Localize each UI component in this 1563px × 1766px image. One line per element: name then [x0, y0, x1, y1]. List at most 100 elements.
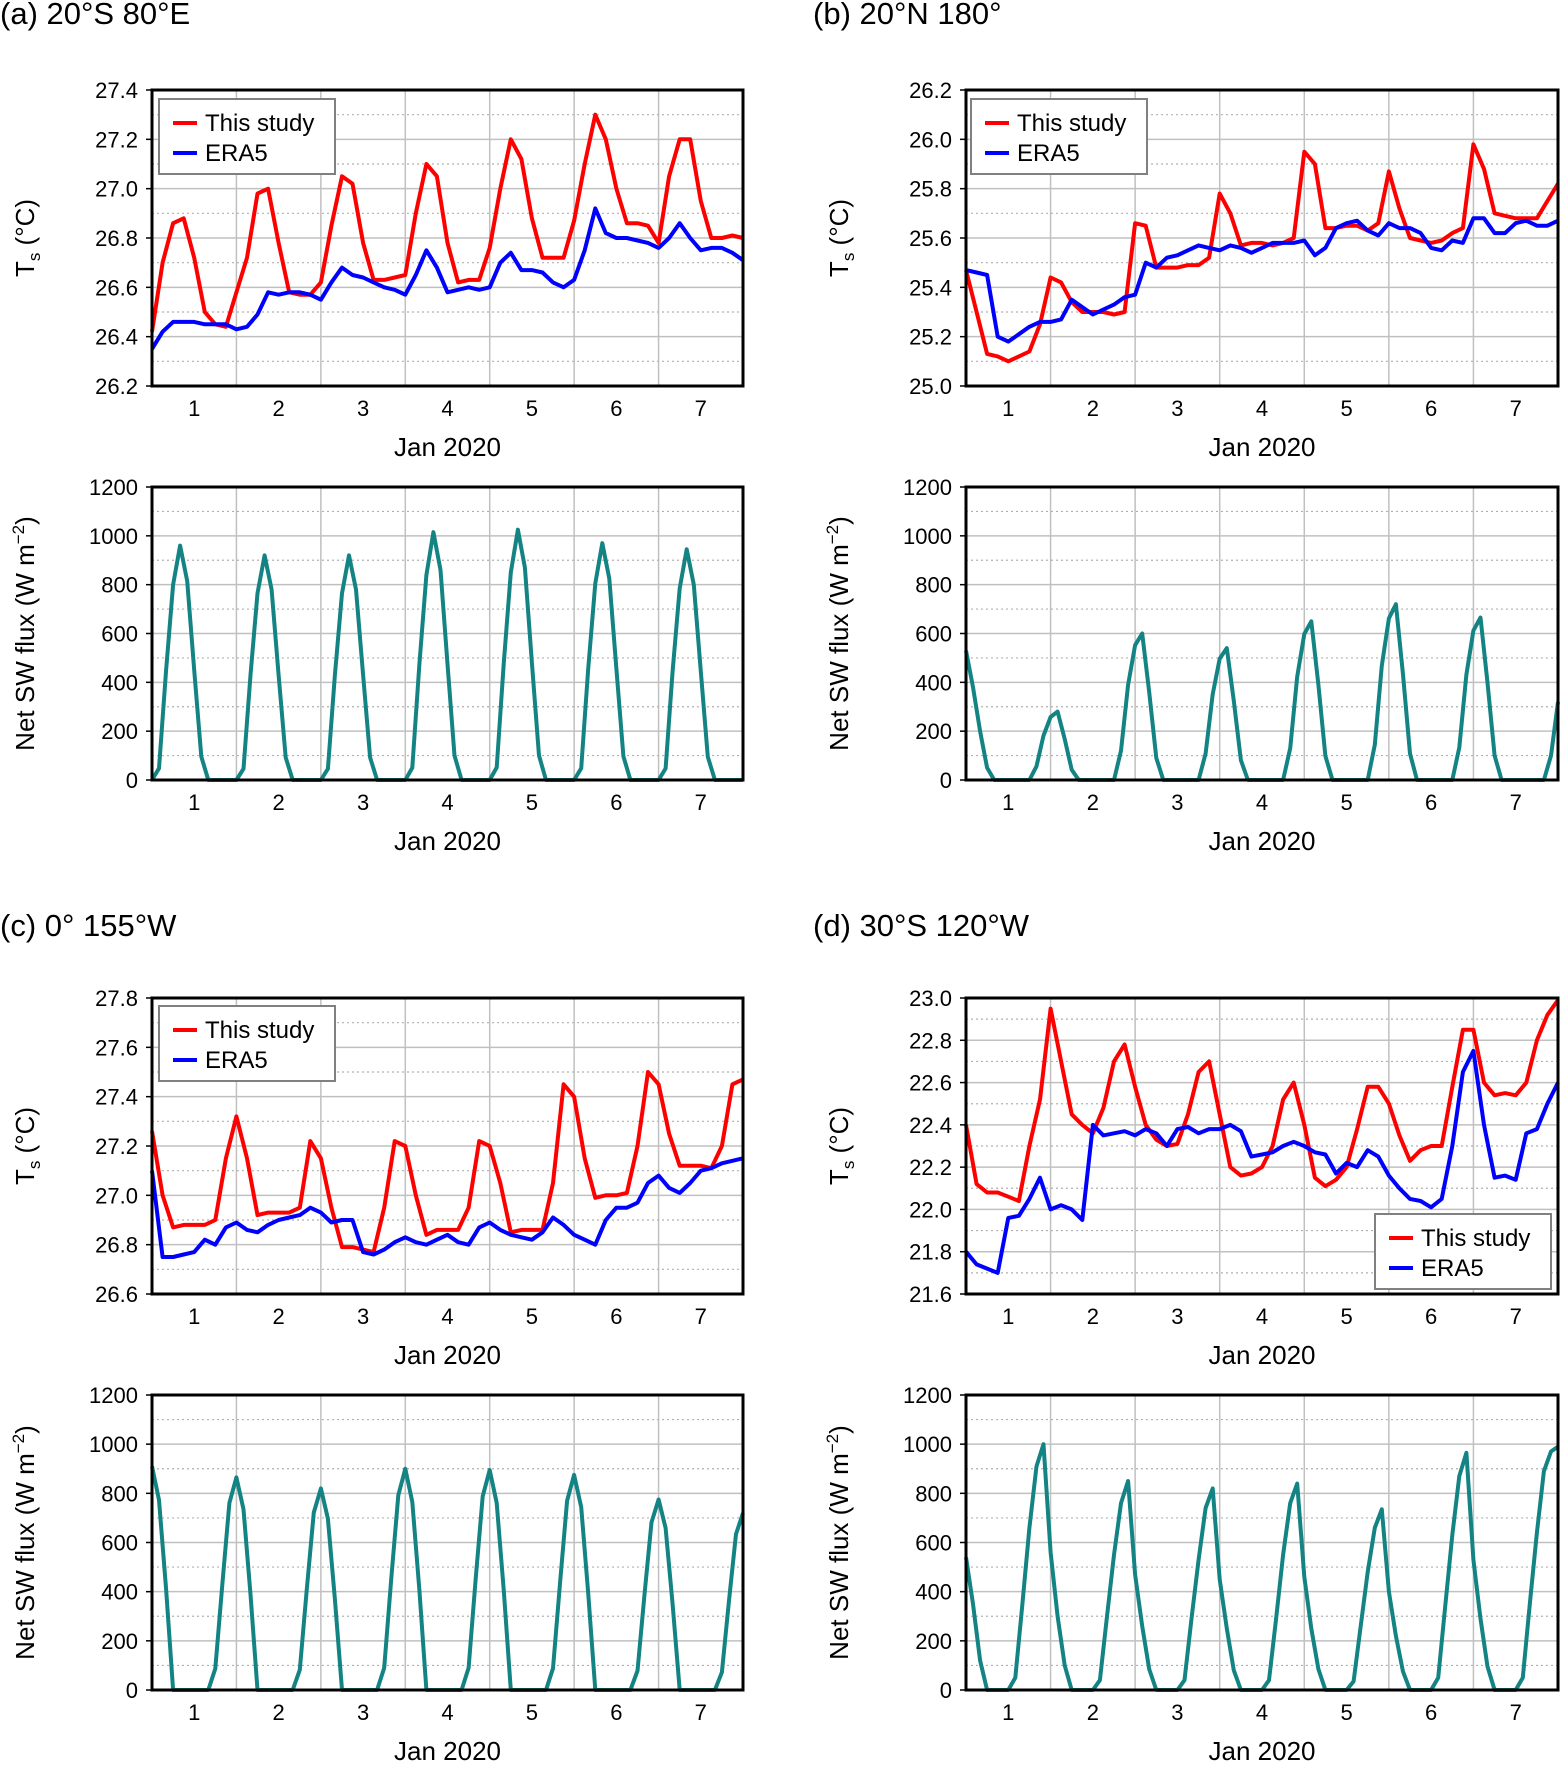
- y-tick-label: 25.8: [909, 177, 952, 202]
- y-axis-label-subscript: s: [839, 253, 858, 262]
- y-tick-label: 0: [126, 1678, 138, 1703]
- x-tick-label: 2: [1087, 1700, 1099, 1725]
- x-tick-label: 4: [441, 396, 453, 421]
- x-tick-label: 7: [695, 790, 707, 815]
- y-axis-label-main: T: [824, 261, 854, 277]
- x-axis-label: Jan 2020: [394, 826, 501, 856]
- x-tick-label: 4: [1256, 1700, 1268, 1725]
- y-tick-label: 27.4: [95, 1085, 138, 1110]
- y-tick-label: 800: [915, 1481, 952, 1506]
- y-tick-label: 26.0: [909, 127, 952, 152]
- x-tick-label: 5: [526, 790, 538, 815]
- panel-d-title: (d) 30°S 120°W: [813, 908, 1030, 943]
- y-axis-label-subscript: s: [25, 1161, 44, 1170]
- y-axis-label-superscript: −2: [823, 1434, 842, 1453]
- legend-this-study-label: This study: [1421, 1225, 1530, 1252]
- y-axis-label: Net SW flux (W m−2): [823, 516, 854, 751]
- y-tick-label: 1200: [89, 475, 138, 500]
- y-tick-label: 26.8: [95, 1233, 138, 1258]
- y-tick-label: 27.0: [95, 177, 138, 202]
- y-axis-label: Ts (°C): [10, 199, 44, 277]
- y-tick-label: 1200: [89, 1383, 138, 1408]
- y-tick-label: 600: [101, 622, 138, 647]
- panel-c-title: (c) 0° 155°W: [0, 908, 177, 943]
- y-tick-label: 27.6: [95, 1035, 138, 1060]
- x-tick-label: 4: [441, 1700, 453, 1725]
- panel-b-title: (b) 20°N 180°: [813, 0, 1002, 31]
- legend: This study ERA5: [158, 1005, 336, 1082]
- x-tick-label: 3: [1171, 1700, 1183, 1725]
- x-tick-label: 6: [1425, 396, 1437, 421]
- y-tick-label: 23.0: [909, 986, 952, 1011]
- y-axis-label: Net SW flux (W m−2): [9, 516, 40, 751]
- x-tick-label: 6: [1425, 1700, 1437, 1725]
- x-tick-label: 2: [1087, 396, 1099, 421]
- y-tick-label: 800: [101, 573, 138, 598]
- era5-line: [150, 1156, 744, 1259]
- x-axis-label: Jan 2020: [1209, 1340, 1316, 1370]
- y-axis-label-main: Net SW flux (W m: [824, 1453, 854, 1660]
- legend-this-study-label: This study: [1017, 110, 1126, 137]
- y-tick-label: 1200: [903, 475, 952, 500]
- y-tick-label: 1000: [89, 1432, 138, 1457]
- sw-flux-line: [964, 602, 1560, 782]
- y-tick-label: 400: [101, 670, 138, 695]
- legend-era5-label: ERA5: [205, 1047, 268, 1074]
- era5-line: [964, 1048, 1560, 1275]
- y-tick-label: 26.2: [95, 374, 138, 399]
- this-study-line: [150, 112, 744, 333]
- y-tick-label: 26.8: [95, 226, 138, 251]
- x-tick-label: 5: [1340, 396, 1352, 421]
- y-tick-label: 25.6: [909, 226, 952, 251]
- y-axis-label-unit: (°C): [824, 199, 854, 253]
- era5-line: [150, 206, 745, 351]
- x-tick-label: 4: [1256, 396, 1268, 421]
- legend-box: [158, 1005, 336, 1082]
- chart-d-ts: 21.6 21.8 22.0 22.2 22.4 22.6 22.8 23.0 1 2 3 4 5 6 7 J…: [824, 986, 1560, 1370]
- y-tick-label: 22.8: [909, 1028, 952, 1053]
- chart-a-ts: 26.2 26.4 26.6 26.8 27.0 27.2 27.4 1 2 3 4 5 6 7 Jan 2…: [10, 78, 745, 462]
- this-study-line: [964, 142, 1560, 364]
- x-tick-label: 5: [1340, 790, 1352, 815]
- y-axis-label-unit: ): [824, 1425, 854, 1434]
- y-axis-label-unit: (°C): [10, 199, 40, 253]
- x-tick-label: 3: [357, 396, 369, 421]
- y-axis-label-main: T: [824, 1169, 854, 1185]
- x-tick-label: 5: [526, 1304, 538, 1329]
- sw-flux-line: [150, 1465, 745, 1692]
- y-axis-label: Ts (°C): [824, 199, 858, 277]
- x-tick-label: 6: [610, 1700, 622, 1725]
- x-tick-label: 2: [273, 1304, 285, 1329]
- y-tick-label: 800: [915, 573, 952, 598]
- legend-box: [1374, 1213, 1552, 1290]
- x-tick-label: 6: [610, 1304, 622, 1329]
- x-tick-label: 4: [441, 1304, 453, 1329]
- x-tick-label: 2: [1087, 790, 1099, 815]
- y-tick-label: 27.4: [95, 78, 138, 103]
- plot-frame: [964, 996, 1560, 1296]
- legend-era5-label: ERA5: [205, 140, 268, 167]
- y-tick-label: 26.6: [95, 275, 138, 300]
- y-axis-label: Ts (°C): [824, 1107, 858, 1185]
- panel-a-title: (a) 20°S 80°E: [0, 0, 190, 31]
- y-tick-label: 25.0: [909, 374, 952, 399]
- chart-a-sw: 0 200 400 600 800 1000 1200 1 2 3 4 5 6 7 Jan 2020 Net …: [9, 475, 745, 856]
- x-tick-label: 7: [695, 1304, 707, 1329]
- x-tick-label: 7: [1510, 1304, 1522, 1329]
- x-axis-label: Jan 2020: [1209, 432, 1316, 462]
- y-tick-label: 200: [915, 719, 952, 744]
- y-tick-label: 200: [101, 1629, 138, 1654]
- y-tick-label: 25.4: [909, 275, 952, 300]
- y-tick-label: 400: [101, 1580, 138, 1605]
- y-tick-label: 21.6: [909, 1282, 952, 1307]
- y-axis-label-superscript: −2: [9, 525, 28, 544]
- x-tick-label: 2: [273, 1700, 285, 1725]
- x-tick-label: 3: [357, 790, 369, 815]
- y-tick-label: 26.4: [95, 325, 138, 350]
- y-axis-label-main: Net SW flux (W m: [10, 1453, 40, 1660]
- y-tick-label: 21.8: [909, 1240, 952, 1265]
- y-axis-label-unit: (°C): [10, 1107, 40, 1161]
- legend: This study ERA5: [1374, 1213, 1552, 1290]
- y-tick-label: 800: [101, 1481, 138, 1506]
- chart-b-sw: 0 200 400 600 800 1000 1200 1 2 3 4 5 6 7 Jan 2020 Net …: [823, 475, 1560, 856]
